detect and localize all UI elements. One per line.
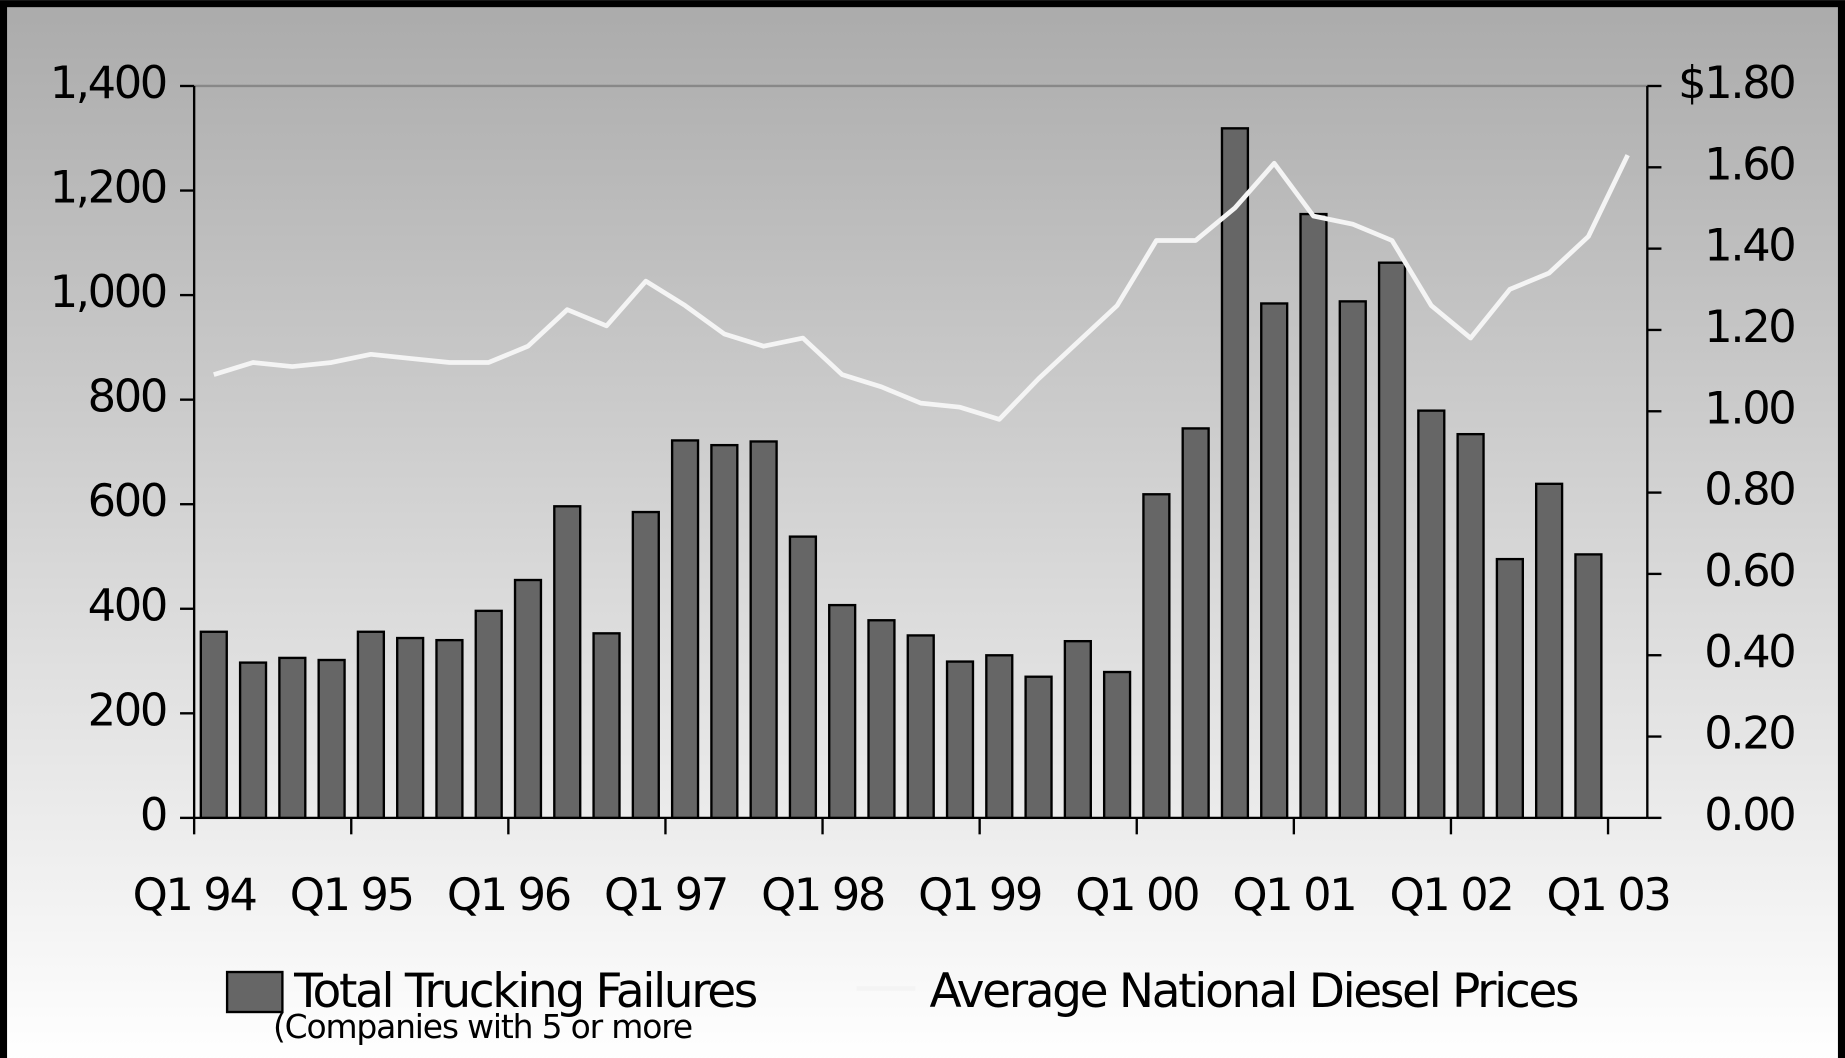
y-tick-label: 0 (140, 788, 166, 841)
line (213, 154, 1630, 422)
y2-tick-label: 0.60 (1704, 544, 1794, 597)
bar (1142, 493, 1171, 820)
bar (199, 630, 228, 820)
bar (435, 638, 464, 820)
x-tick-label: Q1 95 (290, 868, 413, 921)
bar (1063, 639, 1092, 820)
bar (1574, 553, 1603, 820)
bar (828, 603, 857, 820)
bar (1260, 302, 1289, 820)
bar (749, 440, 778, 820)
x-tick-label: Q1 02 (1389, 868, 1512, 921)
y2-tick-label: 0.20 (1704, 707, 1794, 760)
bar (1181, 427, 1210, 820)
bar (631, 510, 660, 820)
bar (513, 578, 543, 820)
bar (396, 636, 425, 820)
bar (1220, 127, 1250, 820)
bar (1417, 409, 1446, 820)
y2-tick-label: 0.00 (1704, 788, 1794, 841)
bar (1534, 482, 1564, 820)
bar (1456, 432, 1485, 820)
bar (356, 630, 386, 820)
bar (317, 658, 346, 820)
bar (238, 661, 268, 820)
bar (788, 535, 818, 820)
x-tick-label: Q1 01 (1232, 868, 1355, 921)
bar (592, 632, 621, 820)
x-tick-label: Q1 03 (1547, 868, 1670, 921)
y-tick-label: 200 (88, 683, 166, 736)
bar (1024, 675, 1053, 820)
x-tick-label: Q1 94 (133, 868, 256, 921)
y2-tick-label: 1.40 (1704, 219, 1794, 272)
y-tick-label: 1,200 (50, 161, 166, 214)
legend-note: (Companies with 5 or more (273, 1007, 692, 1046)
bar (1495, 557, 1524, 820)
y2-tick-label: 0.40 (1704, 625, 1794, 678)
y2-tick-label: $1.80 (1678, 56, 1794, 109)
bar (867, 619, 896, 820)
bar (1338, 300, 1367, 820)
legend-label: Total Trucking Failures (293, 964, 757, 1019)
y2-tick-label: 1.00 (1704, 381, 1794, 434)
bar (1377, 261, 1407, 820)
legend-swatch (225, 970, 284, 1014)
bar (474, 609, 503, 820)
bar (710, 443, 739, 820)
x-tick-label: Q1 96 (447, 868, 570, 921)
bar (553, 505, 582, 820)
y-tick-label: 600 (88, 474, 166, 527)
y2-tick-label: 1.20 (1704, 300, 1794, 353)
x-tick-label: Q1 99 (918, 868, 1041, 921)
y2-tick-label: 0.80 (1704, 463, 1794, 516)
y-tick-label: 400 (88, 579, 166, 632)
bar (1299, 212, 1328, 820)
bar (670, 439, 700, 820)
x-tick-label: Q1 00 (1075, 868, 1198, 921)
y-tick-label: 1,000 (50, 265, 166, 318)
y-tick-label: 1,400 (50, 56, 166, 109)
x-tick-label: Q1 97 (604, 868, 727, 921)
bar (278, 656, 307, 820)
bar (945, 660, 975, 820)
y2-tick-label: 1.60 (1704, 137, 1794, 190)
x-tick-label: Q1 98 (761, 868, 884, 921)
bar (1102, 670, 1132, 820)
bar (906, 634, 935, 820)
bar (985, 654, 1014, 820)
y-tick-label: 800 (88, 370, 166, 423)
legend-label: Average National Diesel Prices (930, 964, 1578, 1019)
